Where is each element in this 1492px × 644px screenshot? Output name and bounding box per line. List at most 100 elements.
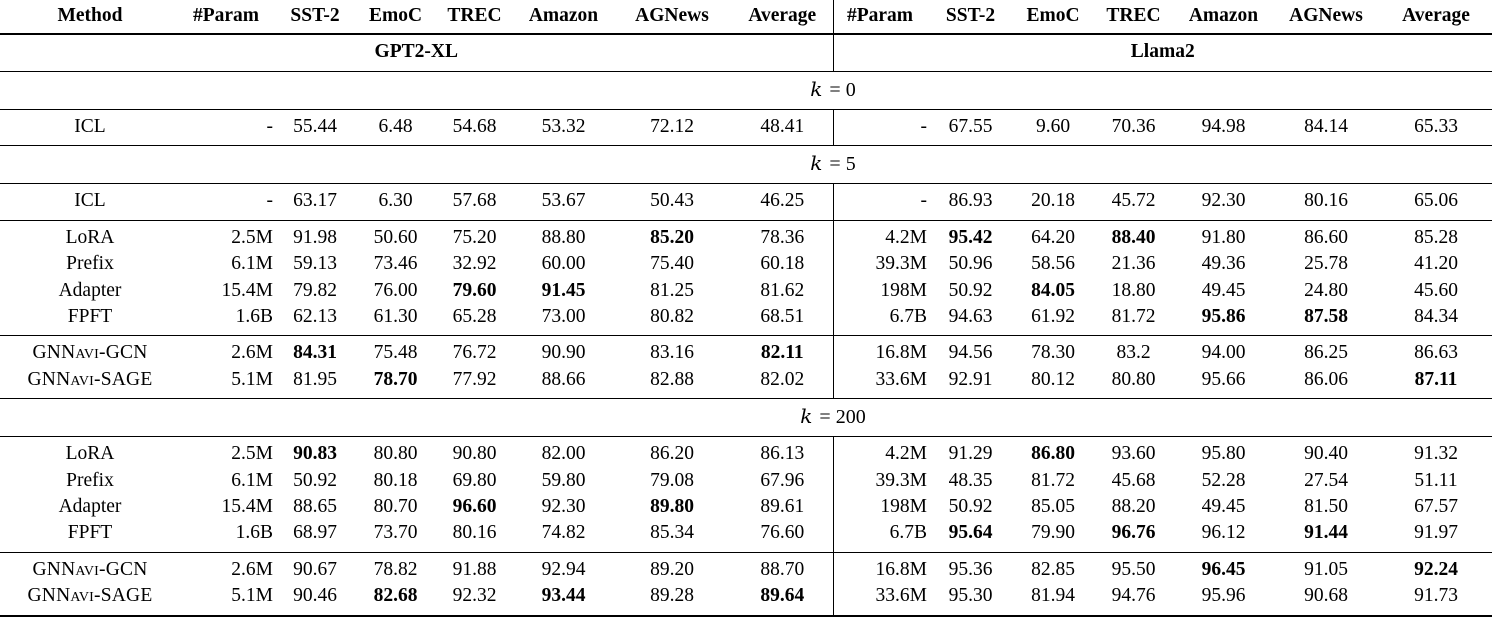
value-cell: 88.80 [541, 226, 586, 248]
model-group-row: GPT2-XL Llama2 [0, 34, 1492, 72]
value-cell: 79.82 [293, 279, 337, 301]
value-cell: 91.45 [541, 279, 586, 301]
value-cell: 16.8M [832, 552, 927, 584]
value-cell: 86.25 [1304, 342, 1348, 364]
value-cell: 80.70 [373, 496, 418, 518]
value-cell: 92.94 [541, 558, 586, 580]
col-header-param-right: #Param [832, 0, 927, 35]
col-header-average: Average [748, 5, 817, 26]
value-cell: 50.92 [293, 469, 337, 491]
col-header-agnews-right: AGNews [1289, 5, 1363, 26]
value-cell: 96.76 [1111, 522, 1156, 544]
value-cell: 39.3M [832, 251, 927, 278]
section-label-k-5: k = 5 [810, 151, 856, 176]
table-row-gnnavi-gcn-k5: GNNavi-GCN 2.6M 84.31 75.48 76.72 90.90 83.16 8… [0, 335, 1492, 367]
value-cell: 27.54 [1304, 469, 1348, 491]
value-cell: 82.11 [760, 342, 804, 364]
value-cell: 81.50 [1304, 496, 1348, 518]
method-cell: ICL [74, 115, 106, 137]
table-row-gnnavi-sage-k5: GNNavi-SAGE 5.1M 81.95 78.70 77.92 88.66 82.88… [0, 366, 1492, 399]
table-row-fpft-k5: FPFT 1.6B 62.13 61.30 65.28 73.00 80.82 68.51 6.… [0, 303, 1492, 336]
table-row-gnnavi-sage-k200: GNNavi-SAGE 5.1M 90.46 82.68 92.32 93.44 89.28… [0, 583, 1492, 616]
value-cell: 79.08 [650, 469, 694, 491]
value-cell: 60.00 [541, 253, 586, 275]
value-cell: 81.95 [293, 368, 337, 390]
value-cell: 94.98 [1201, 115, 1246, 137]
section-label-k-0: k = 0 [810, 76, 856, 101]
table-row-lora-k5: LoRA 2.5M 91.98 50.60 75.20 88.80 85.20 78.36 4.… [0, 220, 1492, 252]
value-cell: 60.18 [760, 253, 805, 275]
value-cell: 96.45 [1201, 558, 1246, 580]
table-row-prefix-k200: Prefix 6.1M 50.92 80.18 69.80 59.80 79.08 67.96… [0, 467, 1492, 495]
value-cell: 84.34 [1414, 305, 1458, 327]
table-row-adapter-k200: Adapter 15.4M 88.65 80.70 96.60 92.30 89.80 89.… [0, 494, 1492, 521]
method-cell: GNNavi-GCN [32, 558, 148, 580]
value-cell: - [266, 115, 274, 137]
value-cell: 95.30 [948, 585, 993, 607]
section-row-k-200: k = 200 [0, 399, 1492, 437]
results-table-head: Method #Param SST-2 EmoC TREC Amazon AGNews Ave… [0, 0, 1492, 72]
value-cell: 65.06 [1414, 190, 1458, 212]
value-cell: 6.7B [832, 303, 927, 336]
value-cell: 92.30 [1201, 190, 1246, 212]
value-cell: 91.97 [1414, 522, 1458, 544]
table-row-fpft-k200: FPFT 1.6B 68.97 73.70 80.16 74.82 85.34 76.60 6.… [0, 520, 1492, 553]
value-cell: 85.20 [650, 226, 694, 248]
value-cell: 74.82 [541, 522, 586, 544]
value-cell: 90.46 [293, 585, 337, 607]
value-cell: 50.60 [373, 226, 418, 248]
value-cell: 95.42 [948, 226, 993, 248]
value-cell: 81.25 [650, 279, 694, 301]
value-cell: 90.68 [1304, 585, 1348, 607]
col-header-amazon-right: Amazon [1188, 5, 1259, 26]
value-cell: 21.36 [1111, 253, 1156, 275]
value-cell: 88.70 [760, 558, 805, 580]
value-cell: 94.76 [1111, 585, 1156, 607]
value-cell: 76.60 [760, 522, 805, 544]
value-cell: 81.94 [1031, 585, 1075, 607]
value-cell: 81.72 [1111, 305, 1156, 327]
col-header-emoc: EmoC [368, 5, 423, 26]
value-cell: 90.80 [452, 443, 497, 465]
value-cell: 80.80 [1111, 368, 1156, 390]
value-cell: - [832, 109, 927, 146]
value-cell: 95.86 [1201, 305, 1246, 327]
method-cell: GNNavi-SAGE [27, 368, 153, 390]
value-cell: 95.96 [1201, 585, 1246, 607]
value-cell: - [266, 190, 274, 212]
value-cell: 73.46 [373, 253, 418, 275]
value-cell: 46.25 [760, 190, 805, 212]
value-cell: 94.63 [948, 305, 993, 327]
value-cell: 33.6M [832, 583, 927, 616]
value-cell: 62.13 [293, 305, 337, 327]
method-cell: Adapter [58, 279, 122, 301]
value-cell: 49.45 [1201, 279, 1246, 301]
value-cell: 50.92 [948, 279, 993, 301]
value-cell: 4.2M [832, 436, 927, 468]
value-cell: 76.72 [452, 342, 497, 364]
value-cell: 90.40 [1304, 443, 1348, 465]
value-cell: 88.65 [293, 496, 337, 518]
value-cell: 89.64 [760, 585, 805, 607]
value-cell: 81.62 [760, 279, 805, 301]
section-row-k-5: k = 5 [0, 146, 1492, 184]
k-variable: k [810, 151, 823, 176]
value-cell: 53.67 [541, 190, 586, 212]
value-cell: 198M [832, 494, 927, 521]
value-cell: 49.45 [1201, 496, 1246, 518]
k-variable: k [800, 404, 813, 429]
value-cell: 90.67 [293, 558, 337, 580]
model-group-label-llama2: Llama2 [832, 34, 1492, 72]
method-cell: FPFT [67, 522, 113, 544]
value-cell: 18.80 [1111, 279, 1156, 301]
value-cell: 79.90 [1031, 522, 1075, 544]
value-cell: 61.30 [373, 305, 418, 327]
value-cell: 72.12 [650, 115, 694, 137]
section-row-k-0: k = 0 [0, 71, 1492, 110]
value-cell: 16.8M [832, 335, 927, 367]
value-cell: 20.18 [1031, 190, 1075, 212]
value-cell: 82.85 [1031, 558, 1075, 580]
col-header-param: #Param [192, 5, 259, 26]
value-cell: 68.51 [760, 305, 805, 327]
